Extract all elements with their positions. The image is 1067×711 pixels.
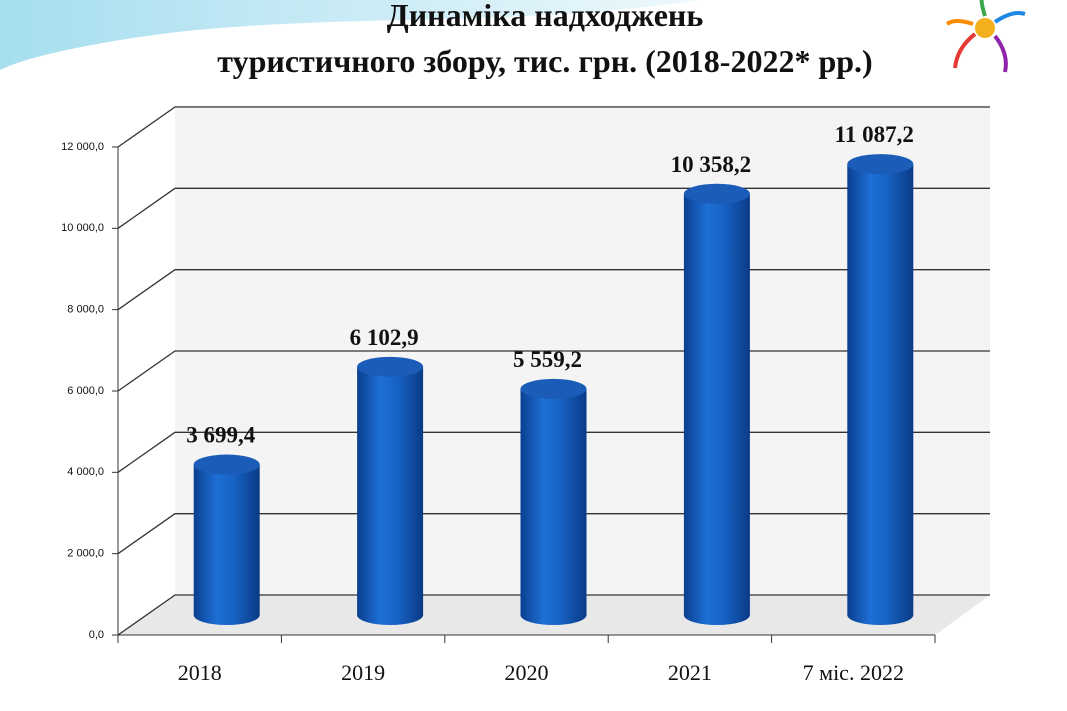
bar-top (520, 378, 587, 399)
bar (520, 388, 587, 625)
x-tick-label: 7 міс. 2022 (803, 660, 904, 685)
bar-top (847, 154, 914, 175)
y-tick-label: 6 000,0 (67, 385, 104, 397)
x-tick-label: 2019 (341, 660, 385, 685)
value-label: 6 102,9 (350, 325, 419, 350)
chart-title: туристичного збору, тис. грн. (2018-2022… (217, 43, 872, 79)
bar-top (683, 183, 750, 204)
y-tick-label: 12 000,0 (61, 141, 104, 153)
x-tick-label: 2018 (178, 660, 222, 685)
y-tick-label: 8 000,0 (67, 304, 104, 316)
value-label: 3 699,4 (186, 423, 256, 448)
bar-top (357, 356, 424, 377)
grid-line (117, 106, 990, 148)
bar (683, 193, 750, 625)
x-tick-label: 2020 (505, 660, 549, 685)
y-tick-label: 10 000,0 (61, 222, 104, 234)
logo (945, 0, 1026, 73)
y-tick-label: 0,0 (89, 629, 104, 641)
bar (357, 366, 424, 625)
y-tick-label: 4 000,0 (67, 466, 104, 478)
background-wave (0, 0, 700, 70)
chart-title: Динаміка надходжень (387, 0, 704, 33)
x-tick-label: 2021 (668, 660, 712, 685)
value-label: 5 559,2 (513, 347, 582, 372)
bar (193, 464, 260, 625)
bar (847, 164, 914, 625)
value-label: 10 358,2 (671, 152, 752, 177)
value-label: 11 087,2 (835, 122, 914, 147)
bar-top (193, 454, 260, 475)
y-tick-label: 2 000,0 (67, 548, 104, 560)
